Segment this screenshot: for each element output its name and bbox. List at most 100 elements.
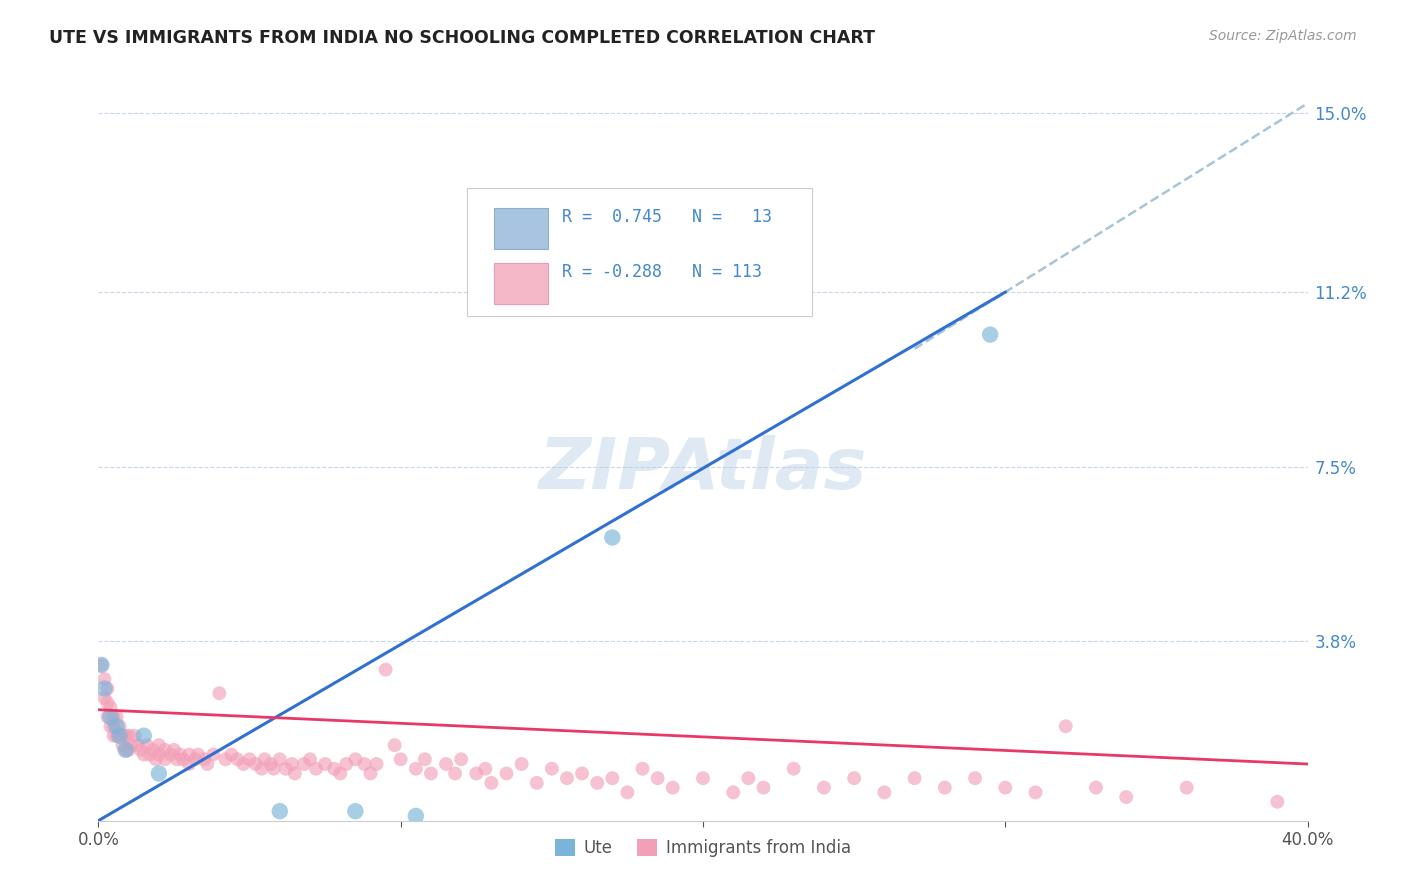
Point xyxy=(239,752,262,766)
Point xyxy=(631,762,654,776)
Point xyxy=(100,710,122,724)
Point xyxy=(93,672,115,686)
Point xyxy=(994,780,1017,795)
Point xyxy=(344,804,367,818)
Point xyxy=(105,710,128,724)
Point xyxy=(260,757,283,772)
Point xyxy=(100,719,122,733)
Point xyxy=(96,710,118,724)
Point xyxy=(752,780,775,795)
Point xyxy=(335,757,357,772)
Point xyxy=(366,757,388,772)
Point xyxy=(405,809,427,823)
Point xyxy=(389,752,412,766)
Text: UTE VS IMMIGRANTS FROM INDIA NO SCHOOLING COMPLETED CORRELATION CHART: UTE VS IMMIGRANTS FROM INDIA NO SCHOOLIN… xyxy=(49,29,875,46)
Point xyxy=(179,747,201,762)
Point xyxy=(114,729,136,743)
Point xyxy=(344,752,367,766)
FancyBboxPatch shape xyxy=(494,263,548,303)
Point xyxy=(195,757,218,772)
Point xyxy=(132,747,155,762)
Point xyxy=(179,757,201,772)
Point xyxy=(96,681,118,696)
Point xyxy=(474,762,496,776)
Point xyxy=(737,771,759,785)
Point xyxy=(132,729,155,743)
Point xyxy=(232,757,254,772)
Point xyxy=(103,729,125,743)
Point xyxy=(172,752,194,766)
Point xyxy=(481,776,503,790)
Point xyxy=(281,757,304,772)
Point xyxy=(1115,790,1137,805)
Point xyxy=(105,729,128,743)
Point xyxy=(661,780,683,795)
Point xyxy=(360,766,382,780)
Point xyxy=(250,762,273,776)
Point xyxy=(208,686,231,700)
Point xyxy=(813,780,835,795)
Point xyxy=(114,743,136,757)
Point xyxy=(169,747,191,762)
Point xyxy=(226,752,249,766)
Point xyxy=(934,780,956,795)
FancyBboxPatch shape xyxy=(494,209,548,249)
Point xyxy=(108,719,131,733)
Point xyxy=(647,771,669,785)
Point xyxy=(121,738,143,752)
Point xyxy=(100,700,122,714)
Point xyxy=(114,743,136,757)
Point xyxy=(314,757,336,772)
Point xyxy=(142,743,165,757)
Point xyxy=(245,757,267,772)
Point xyxy=(844,771,866,785)
Point xyxy=(148,747,170,762)
Point xyxy=(202,747,225,762)
Point xyxy=(1175,780,1198,795)
Point xyxy=(103,719,125,733)
Point xyxy=(93,690,115,705)
Point xyxy=(555,771,578,785)
Point xyxy=(1024,785,1046,799)
Point xyxy=(269,804,291,818)
Point xyxy=(329,766,352,780)
Point xyxy=(160,747,183,762)
Point xyxy=(111,738,134,752)
Point xyxy=(163,743,186,757)
Point xyxy=(602,531,624,545)
Point xyxy=(148,766,170,780)
Point xyxy=(292,757,315,772)
Point xyxy=(420,766,443,780)
Point xyxy=(305,762,328,776)
Point xyxy=(221,747,243,762)
Point xyxy=(374,663,396,677)
Point xyxy=(214,752,236,766)
Point xyxy=(692,771,714,785)
Point xyxy=(510,757,533,772)
Point xyxy=(571,766,593,780)
Point xyxy=(783,762,806,776)
Text: ZIPAtlas: ZIPAtlas xyxy=(538,435,868,504)
Point xyxy=(118,729,141,743)
Point xyxy=(965,771,987,785)
Point xyxy=(118,743,141,757)
Point xyxy=(274,762,297,776)
Text: Source: ZipAtlas.com: Source: ZipAtlas.com xyxy=(1209,29,1357,43)
Point xyxy=(384,738,406,752)
Point xyxy=(153,752,176,766)
Legend: Ute, Immigrants from India: Ute, Immigrants from India xyxy=(548,832,858,863)
Point xyxy=(586,776,609,790)
Point xyxy=(465,766,488,780)
Point xyxy=(540,762,562,776)
Point xyxy=(873,785,896,799)
Text: R = -0.288   N = 113: R = -0.288 N = 113 xyxy=(561,263,762,281)
Point xyxy=(616,785,638,799)
Point xyxy=(723,785,745,799)
Point xyxy=(979,327,1001,342)
Point xyxy=(526,776,548,790)
Text: R =  0.745   N =   13: R = 0.745 N = 13 xyxy=(561,208,772,227)
Point xyxy=(96,696,118,710)
Point xyxy=(904,771,927,785)
Point xyxy=(135,738,157,752)
Point xyxy=(434,757,457,772)
